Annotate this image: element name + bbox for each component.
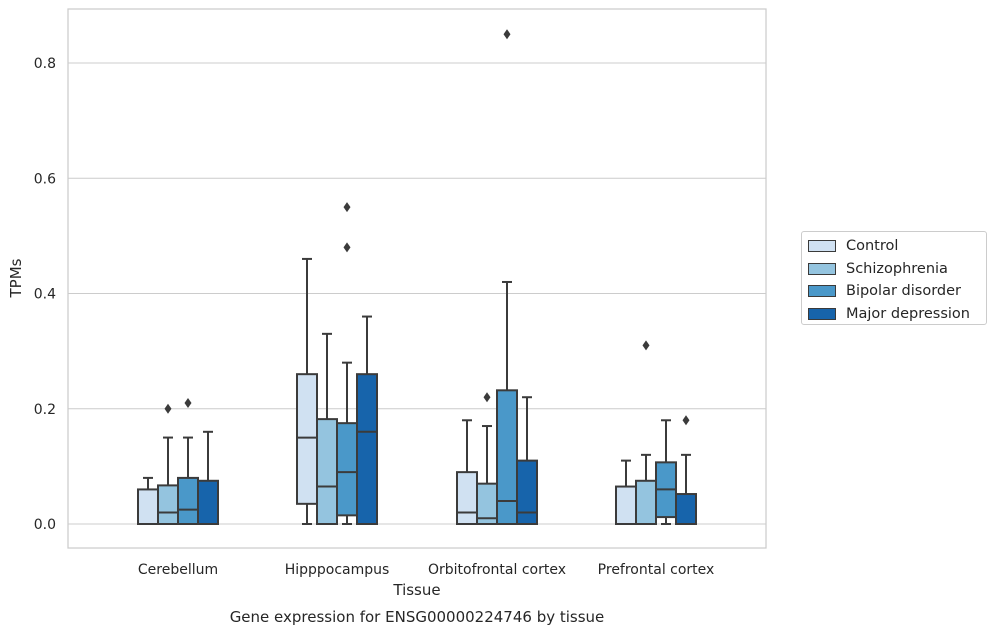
y-tick-labels: 0.0 0.2 0.4 0.6 0.8 — [34, 56, 56, 533]
box-1-1 — [316, 332, 338, 525]
legend: Control Schizophrenia Bipolar disorder Majo… — [801, 231, 987, 325]
legend-label: Control — [846, 238, 899, 255]
box-marks — [137, 29, 697, 526]
outlier-point — [184, 397, 192, 408]
legend-item: Major depression — [808, 303, 986, 326]
box-0-3 — [197, 430, 219, 525]
box-2-3 — [516, 396, 538, 525]
box-body — [177, 476, 199, 525]
box-body — [516, 459, 538, 525]
box-body — [496, 389, 518, 525]
outlier-point — [343, 202, 351, 213]
y-axis-label: TPMs — [7, 258, 25, 298]
y-tick-label: 0.8 — [34, 56, 56, 72]
box-3-2 — [655, 419, 677, 525]
box-1-3 — [356, 315, 378, 525]
legend-swatch — [808, 262, 836, 275]
box-3-3 — [675, 415, 697, 526]
x-tick-label: Prefrontal cortex — [598, 562, 715, 578]
box-1-2 — [336, 202, 358, 525]
box-3-0 — [615, 459, 637, 526]
x-axis-label: Tissue — [392, 581, 440, 599]
x-tick-label: Cerebellum — [138, 562, 218, 578]
box-body — [635, 479, 657, 525]
box-body — [316, 418, 338, 525]
box-3-1 — [635, 340, 657, 525]
chart-caption: Gene expression for ENSG00000224746 by t… — [230, 608, 605, 626]
outlier-point — [682, 415, 690, 426]
outlier-point — [164, 403, 172, 414]
legend-item: Schizophrenia — [808, 258, 986, 281]
box-0-0 — [137, 476, 159, 525]
box-body — [456, 471, 478, 526]
outlier-point — [343, 242, 351, 253]
outlier-point — [503, 29, 511, 40]
box-0-2 — [177, 397, 199, 525]
legend-item: Bipolar disorder — [808, 280, 986, 303]
legend-item: Control — [808, 235, 986, 258]
box-body — [137, 488, 159, 525]
legend-swatch — [808, 240, 836, 253]
box-body — [296, 373, 318, 505]
box-body — [615, 485, 637, 526]
box-2-1 — [476, 392, 498, 526]
plot-area-frame — [67, 8, 767, 549]
gridlines — [68, 62, 766, 525]
legend-swatch — [808, 307, 836, 320]
box-1-0 — [296, 257, 318, 525]
x-tick-label: Orbitofrontal cortex — [428, 562, 566, 578]
x-tick-labels: Cerebellum Hipppocampus Orbitofrontal cort… — [138, 562, 714, 578]
outlier-point — [483, 392, 491, 403]
y-tick-label: 0.6 — [34, 171, 56, 187]
legend-label: Bipolar disorder — [846, 283, 961, 300]
y-tick-label: 0.4 — [34, 287, 56, 303]
outlier-point — [642, 340, 650, 351]
legend-swatch — [808, 285, 836, 298]
legend-label: Major depression — [846, 305, 970, 322]
legend-label: Schizophrenia — [846, 260, 948, 277]
box-body — [356, 373, 378, 525]
box-2-2 — [496, 29, 518, 525]
box-body — [157, 484, 179, 525]
y-tick-label: 0.2 — [34, 402, 56, 418]
box-body — [197, 479, 219, 525]
box-body — [336, 422, 358, 517]
y-tick-label: 0.0 — [34, 517, 56, 533]
x-tick-label: Hipppocampus — [285, 562, 390, 578]
box-0-1 — [157, 403, 179, 525]
box-body — [675, 493, 697, 526]
box-2-0 — [456, 419, 478, 526]
